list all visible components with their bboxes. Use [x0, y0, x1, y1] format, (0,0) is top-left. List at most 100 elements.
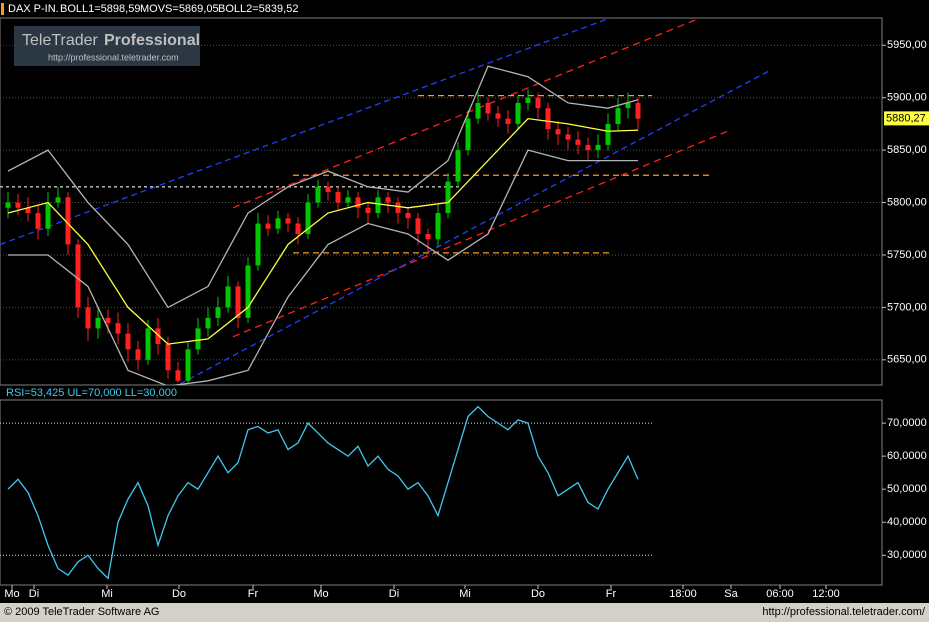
x-tick-label: Sa: [724, 588, 738, 600]
candle-body: [475, 102, 481, 119]
indicator-line: [7, 65, 639, 309]
y-tick-label: 5650,00: [887, 354, 927, 366]
y-tick-label: 5900,00: [887, 92, 927, 104]
indicator: BOLL1=5898,59: [60, 3, 140, 15]
y-tick-label: 5950,00: [887, 39, 927, 51]
y-tick-label: 50,0000: [887, 483, 927, 495]
candle-body: [185, 349, 191, 381]
candle-body: [305, 202, 311, 235]
price-plot: [0, 18, 882, 385]
candle-body: [15, 202, 21, 208]
chart-title: DAX P-IN.: [8, 3, 59, 15]
y-tick-label: 70,0000: [887, 417, 927, 429]
footer-bar: [0, 603, 929, 622]
candle-body: [595, 144, 601, 151]
candle-body: [455, 150, 461, 182]
candle-body: [165, 344, 171, 371]
x-tick-label: 18:00: [669, 588, 697, 600]
trend-line: [179, 69, 771, 385]
price-panel: [0, 17, 883, 386]
candle-body: [155, 328, 161, 345]
rsi-panel: [0, 399, 883, 586]
indicator-line: [8, 149, 638, 385]
indicator: MOVS=5869,05: [140, 3, 219, 15]
rsi-title: RSI=53,425 UL=70,000 LL=30,000: [6, 387, 177, 399]
candle-body: [385, 197, 391, 203]
x-tick-label: Mo: [313, 588, 328, 600]
candle-body: [85, 307, 91, 329]
rsi-plot: [0, 405, 652, 580]
candle-body: [275, 218, 281, 229]
candle-body: [35, 213, 41, 229]
candle-body: [545, 108, 551, 130]
candle-body: [225, 286, 231, 308]
candle-body: [435, 213, 441, 240]
footer-url: http://professional.teletrader.com/: [762, 606, 926, 618]
candle-body: [295, 223, 301, 235]
trend-line: [0, 18, 611, 246]
x-tick-label: Fr: [606, 588, 617, 600]
candle-body: [315, 186, 321, 203]
candle-body: [125, 333, 131, 350]
candle-body: [465, 118, 471, 151]
brand-product: Professional: [104, 32, 200, 49]
trend-line: [232, 18, 701, 209]
candle-body: [485, 102, 491, 114]
candle-body: [345, 197, 351, 203]
indicator: BOLL2=5839,52: [218, 3, 298, 15]
candle-body: [95, 317, 101, 329]
x-tick-label: 06:00: [766, 588, 794, 600]
candle-body: [405, 213, 411, 219]
header-marker: [1, 3, 4, 15]
x-tick-label: Do: [172, 588, 186, 600]
candle-body: [45, 202, 51, 229]
branding: TeleTrader Professional http://professio…: [14, 26, 200, 66]
x-tick-label: 12:00: [812, 588, 840, 600]
candle-body: [495, 113, 501, 119]
candle-body: [335, 192, 341, 203]
candle-body: [355, 197, 361, 208]
candle-body: [395, 202, 401, 214]
candle-body: [145, 328, 151, 360]
brand-name: TeleTrader: [22, 32, 99, 49]
candle-body: [585, 144, 591, 151]
candle-body: [285, 218, 291, 224]
candle-body: [265, 223, 271, 229]
candle-body: [425, 234, 431, 240]
x-tick-label: Mo: [4, 588, 19, 600]
last-value-box: [884, 111, 929, 126]
candle-body: [615, 108, 621, 124]
candle-body: [575, 139, 581, 145]
trend-line: [232, 129, 731, 338]
x-tick-label: Fr: [248, 588, 259, 600]
x-tick-label: Di: [29, 588, 39, 600]
candle-body: [65, 197, 71, 245]
x-tick-label: Mi: [101, 588, 113, 600]
y-tick-label: 5850,00: [887, 144, 927, 156]
candle-body: [605, 123, 611, 145]
candle-body: [175, 370, 181, 381]
candle-body: [625, 102, 631, 109]
candle-body: [115, 323, 121, 334]
candle-body: [215, 307, 221, 318]
candle-body: [555, 129, 561, 135]
candle-body: [635, 102, 641, 119]
y-tick-label: 60,0000: [887, 450, 927, 462]
copyright: © 2009 TeleTrader Software AG: [4, 606, 159, 618]
candle-body: [245, 265, 251, 318]
x-tick-label: Mi: [459, 588, 471, 600]
brand-url: http://professional.teletrader.com: [48, 52, 179, 62]
candle-body: [535, 97, 541, 109]
candle-body: [235, 286, 241, 318]
header-bar: [0, 0, 929, 17]
candle-body: [25, 207, 31, 214]
indicator-line: [7, 117, 639, 345]
rsi-line: [7, 405, 639, 580]
y-tick-label: 5700,00: [887, 301, 927, 313]
candle-body: [255, 223, 261, 266]
candle-body: [565, 134, 571, 140]
candle-body: [515, 102, 521, 124]
y-tick-label: 40,0000: [887, 516, 927, 528]
